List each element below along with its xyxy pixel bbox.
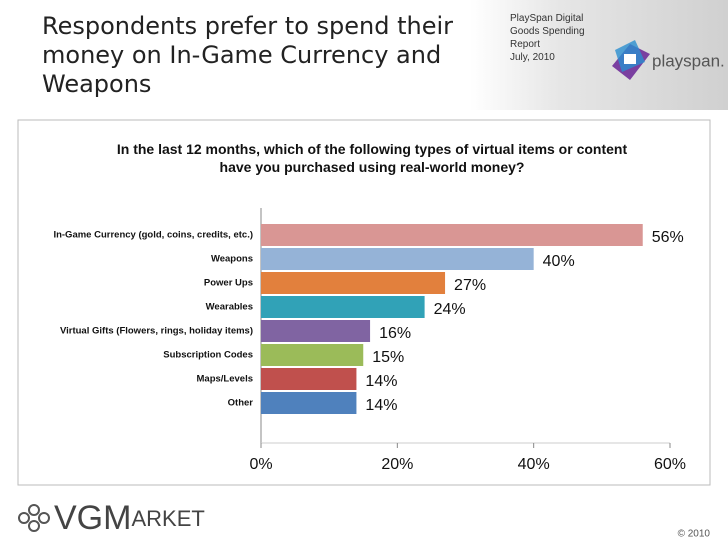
vgm-logo-mark [18, 504, 50, 532]
category-label: Wearables [206, 302, 253, 313]
bar [261, 320, 371, 342]
category-label: Weapons [211, 254, 253, 265]
bar [261, 296, 425, 318]
logo-main: VGM [54, 499, 131, 537]
category-label: Maps/Levels [197, 374, 254, 385]
category-label: Subscription Codes [163, 350, 253, 361]
bar [261, 272, 446, 294]
brand: playspan. [652, 51, 725, 70]
category-label: Power Ups [204, 278, 253, 289]
header-band [470, 0, 728, 110]
bar [261, 344, 364, 366]
x-tick-label: 60% [654, 456, 686, 473]
report-line: July, 2010 [510, 52, 555, 63]
category-label: In-Game Currency (gold, coins, credits, … [53, 230, 253, 241]
report-line: Report [510, 39, 541, 50]
x-tick-label: 0% [249, 456, 272, 473]
x-tick-label: 40% [518, 456, 550, 473]
bar [261, 224, 643, 246]
category-label: Virtual Gifts (Flowers, rings, holiday i… [60, 326, 253, 337]
playspan-logo [612, 40, 650, 80]
logo-rest: ARKET [131, 506, 204, 531]
value-label: 14% [365, 397, 397, 414]
copyright: © 2010 [678, 529, 711, 540]
value-label: 56% [652, 229, 684, 246]
report-line: Goods Spending [510, 26, 585, 37]
bar [261, 368, 357, 390]
chart-title: In the last 12 months, which of the foll… [116, 141, 628, 175]
bar [261, 392, 357, 414]
value-label: 27% [454, 277, 486, 294]
category-label: Other [228, 398, 254, 409]
value-label: 24% [434, 301, 466, 318]
x-tick-label: 20% [381, 456, 413, 473]
slide-title: Respondents prefer to spend their money … [42, 12, 454, 98]
value-label: 40% [543, 253, 575, 270]
bar [261, 248, 534, 270]
value-label: 14% [365, 373, 397, 390]
report-info: PlaySpan Digital Goods Spending Report July… [510, 12, 610, 64]
value-label: 15% [372, 349, 404, 366]
value-label: 16% [379, 325, 411, 342]
vgm-logo: VGMARKET [54, 499, 205, 537]
report-line: PlaySpan Digital [510, 13, 584, 24]
